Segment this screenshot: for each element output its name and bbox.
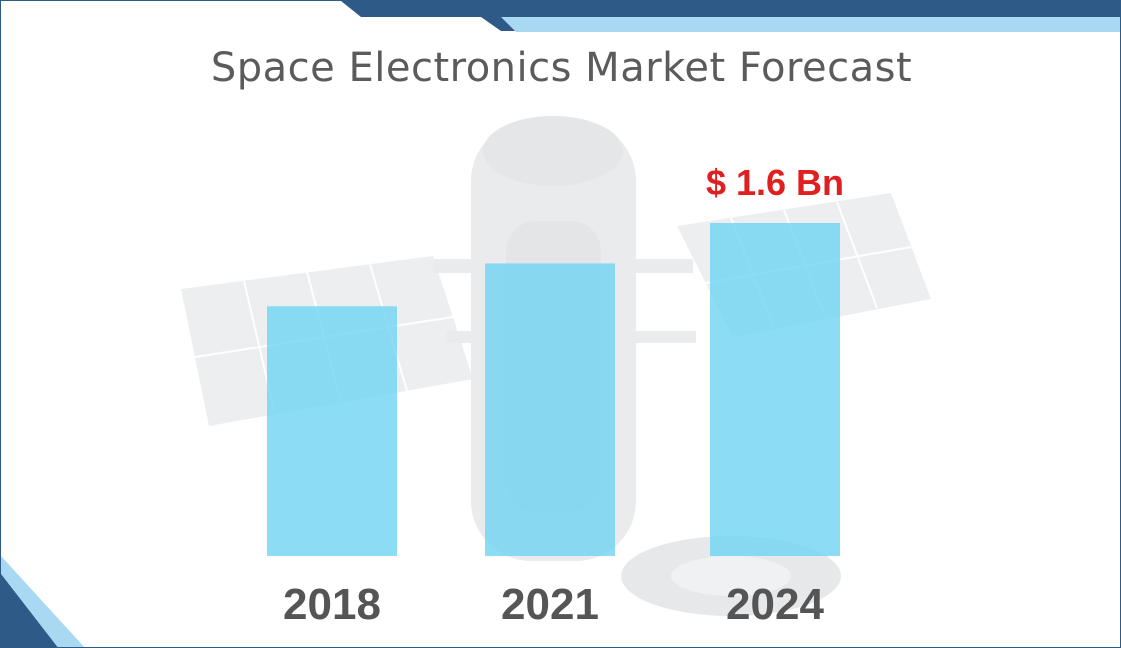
x-tick-label-2018: 2018 bbox=[283, 580, 381, 629]
bar-2018 bbox=[267, 306, 397, 556]
top-right-corner-band bbox=[341, 1, 1120, 32]
value-label-2024: $ 1.6 Bn bbox=[706, 162, 844, 203]
chart-title: Space Electronics Market Forecast bbox=[210, 45, 913, 91]
x-tick-label-2021: 2021 bbox=[501, 580, 599, 629]
x-tick-label-2024: 2024 bbox=[726, 580, 824, 629]
bottom-left-corner-band bbox=[1, 556, 85, 647]
bars bbox=[267, 223, 840, 556]
annotations: $ 1.6 Bn bbox=[706, 162, 844, 203]
bar-2024 bbox=[710, 223, 840, 556]
bar-2021 bbox=[485, 263, 615, 556]
tick-labels: 2018 2021 2024 bbox=[283, 580, 824, 629]
